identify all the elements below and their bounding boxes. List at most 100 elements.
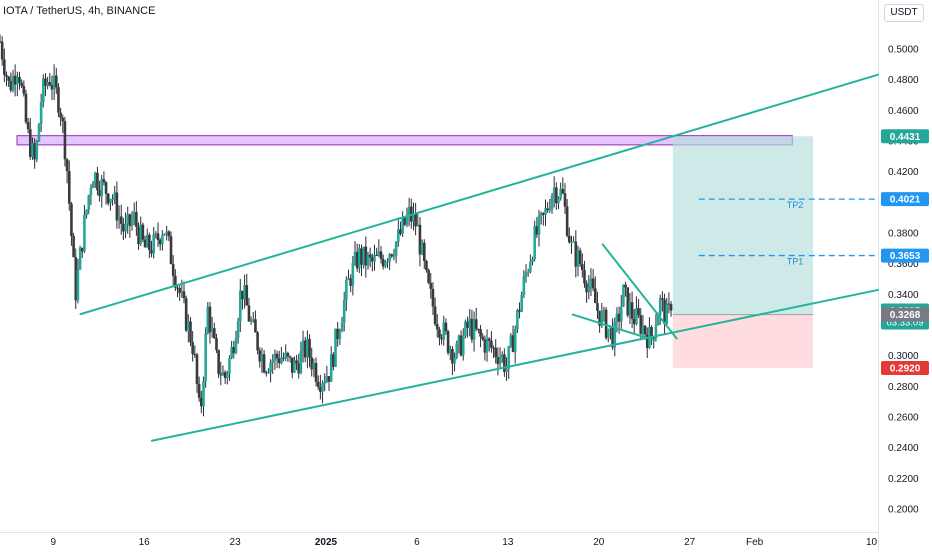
candle [63, 116, 67, 167]
candle-body [299, 351, 303, 374]
candle-body [91, 183, 95, 188]
candle-body [85, 209, 88, 216]
candle [366, 251, 370, 270]
candle-body [483, 339, 487, 353]
candle [178, 285, 181, 301]
candle [215, 333, 218, 354]
candle [459, 330, 463, 357]
candle [145, 228, 149, 248]
candle [154, 231, 158, 239]
candle [290, 357, 294, 379]
candle [533, 220, 536, 262]
candle-body [167, 231, 171, 237]
candle [78, 245, 82, 270]
candle-body [7, 76, 10, 81]
candle [355, 243, 359, 272]
candle-body [251, 319, 255, 322]
candle [102, 171, 106, 186]
candle-body [526, 271, 530, 273]
candle [293, 356, 296, 374]
candle-body [433, 306, 437, 325]
candle-body [33, 143, 36, 160]
candle-body [87, 195, 91, 210]
candle [565, 199, 569, 238]
candle-body [379, 251, 383, 259]
candle-body [225, 373, 229, 379]
candle [282, 352, 285, 362]
candle-body [453, 357, 456, 364]
candle [613, 317, 617, 357]
candle-body [241, 290, 244, 300]
currency-unit-button[interactable]: USDT [884, 4, 924, 22]
candle-body [593, 288, 597, 304]
price-label-bg [881, 129, 929, 144]
candle-body [355, 251, 359, 269]
candle [559, 182, 562, 201]
candle-body [466, 321, 469, 328]
candle-body [431, 288, 435, 307]
candle-body [161, 235, 164, 245]
x-tick-label: Feb [746, 537, 764, 548]
candle-body [44, 78, 47, 86]
candle [574, 230, 578, 278]
candle-body [50, 85, 54, 90]
candle-body [479, 329, 482, 337]
candle-body [182, 291, 186, 299]
candle [518, 302, 521, 319]
candle [511, 325, 515, 353]
candle-body [31, 143, 34, 157]
candle-body [665, 303, 669, 325]
candle [286, 351, 290, 362]
candle-body [35, 141, 39, 160]
candle [442, 315, 446, 346]
candle-body [345, 280, 348, 301]
candle-body [500, 354, 504, 358]
candle-body [427, 270, 430, 283]
candle [641, 314, 645, 340]
x-axis: 9 16 23 2025 6 13 20 27 Feb 10 [50, 537, 877, 548]
y-tick-label: 0.3600 [888, 259, 919, 270]
candle [619, 294, 623, 329]
candle [72, 232, 75, 258]
candle-body [206, 306, 210, 334]
candle-body [80, 247, 84, 252]
candle-body [74, 257, 78, 301]
candle-body [228, 358, 231, 374]
candle-body [93, 172, 97, 184]
candle-body [158, 239, 162, 245]
candle-body [249, 321, 253, 323]
candle [386, 258, 389, 269]
candle [520, 291, 523, 313]
candle [187, 314, 190, 343]
candle-body [617, 313, 621, 322]
candle [80, 247, 84, 258]
candle-body [0, 41, 4, 60]
candle-body [256, 332, 259, 351]
candle-body [589, 278, 593, 286]
candle-body [446, 331, 450, 353]
candle [327, 375, 331, 391]
candle-body [555, 187, 558, 204]
candle-body [422, 242, 426, 261]
candle [373, 244, 376, 271]
candle-body [503, 354, 506, 372]
candle-body [470, 318, 474, 340]
candle [479, 325, 482, 348]
candle [316, 375, 320, 390]
candle [632, 309, 636, 334]
candle [481, 333, 485, 342]
candle-body [399, 229, 402, 234]
candle [76, 258, 80, 304]
candle [381, 254, 385, 270]
candle-body [124, 223, 127, 232]
candle-body [604, 309, 608, 339]
candle-body [150, 249, 153, 254]
candle-body [388, 254, 391, 262]
candle [24, 89, 28, 125]
candle [9, 72, 13, 93]
candle [522, 270, 526, 298]
candle [65, 158, 69, 184]
candle [461, 328, 465, 361]
